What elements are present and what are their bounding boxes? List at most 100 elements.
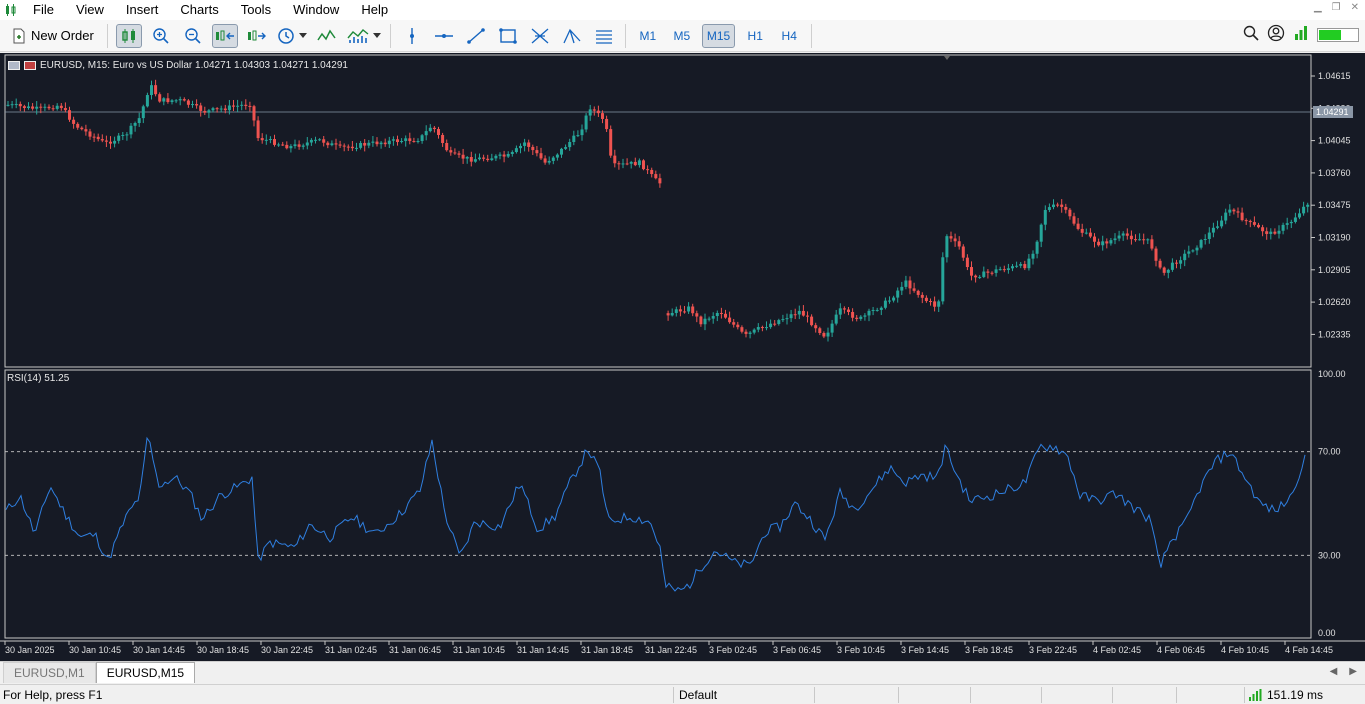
chart-type-icon xyxy=(24,61,36,70)
zoom-out-button[interactable] xyxy=(180,24,206,48)
chart-tab[interactable]: EURUSD,M15 xyxy=(95,662,196,683)
menu-tools[interactable]: Tools xyxy=(240,2,272,17)
timeframe-h1-button[interactable]: H1 xyxy=(747,28,763,43)
candle-body xyxy=(428,127,432,132)
menu-help[interactable]: Help xyxy=(361,2,389,17)
candle-body xyxy=(621,163,625,165)
candle-body xyxy=(777,320,781,324)
candle-body xyxy=(445,142,449,151)
candle-body xyxy=(166,98,170,103)
menu-window[interactable]: Window xyxy=(293,2,340,17)
candle-body xyxy=(1289,221,1293,224)
candle-body xyxy=(195,104,199,106)
periodicity-button[interactable] xyxy=(276,24,308,48)
candle-body xyxy=(769,323,773,328)
trend-line-button[interactable] xyxy=(463,24,489,48)
candle-body xyxy=(1183,253,1187,261)
candle-body xyxy=(625,163,629,165)
menu-charts[interactable]: Charts xyxy=(180,2,219,17)
candle-body xyxy=(14,103,18,105)
fibonacci-button[interactable] xyxy=(527,24,553,48)
timeframe-h4-button[interactable]: H4 xyxy=(781,28,797,43)
candle-body xyxy=(863,315,867,317)
candle-body xyxy=(182,99,186,101)
candle-body xyxy=(695,313,699,317)
candle-body xyxy=(703,318,707,325)
candle-body xyxy=(933,301,937,307)
rectangle-button[interactable] xyxy=(495,24,521,48)
fibonacci-icon xyxy=(531,28,549,43)
candle-body xyxy=(1277,230,1281,234)
candle-body xyxy=(145,95,149,107)
candle-body xyxy=(1236,211,1240,213)
minimize-icon[interactable]: ▁ xyxy=(1313,2,1322,13)
candle-body xyxy=(416,141,420,143)
chart-shift-button[interactable] xyxy=(244,24,270,48)
pitchfork-button[interactable] xyxy=(559,24,585,48)
candle-body xyxy=(1199,240,1203,248)
candle-body xyxy=(18,103,22,107)
tab-left-icon[interactable]: ◀ xyxy=(1329,666,1338,677)
timeframe-m5-button[interactable]: M5 xyxy=(673,28,691,43)
candle-body xyxy=(1281,224,1285,231)
candle-body xyxy=(1088,232,1092,237)
candle-body xyxy=(326,142,330,146)
candle-body xyxy=(133,122,137,126)
timeframe-m15-button[interactable]: M15 xyxy=(701,23,736,48)
close-icon[interactable]: ✕ xyxy=(1350,2,1359,13)
status-profile: Default xyxy=(679,688,718,702)
price-axis-label: 1.04045 xyxy=(1318,136,1351,146)
candle-body xyxy=(687,306,691,312)
time-axis-label: 4 Feb 06:45 xyxy=(1157,645,1205,655)
zoom-in-button[interactable] xyxy=(148,24,174,48)
candle-body xyxy=(826,332,830,337)
candle-body xyxy=(1166,269,1170,273)
chart-tab[interactable]: EURUSD,M1 xyxy=(3,662,96,683)
objects-list-button[interactable] xyxy=(591,24,617,48)
candle-body xyxy=(1224,212,1228,221)
menu-view[interactable]: View xyxy=(75,2,104,17)
candle-body xyxy=(670,312,674,316)
candle-body xyxy=(1006,268,1010,270)
candle-body xyxy=(596,110,600,114)
tab-right-icon[interactable]: ▶ xyxy=(1349,666,1357,677)
templates-button[interactable] xyxy=(346,24,382,48)
candle-body xyxy=(478,157,481,160)
candle-body xyxy=(170,100,174,103)
candle-body xyxy=(527,142,531,147)
chart-window[interactable]: 1.046151.043301.040451.037601.034751.031… xyxy=(0,53,1365,661)
new-order-button[interactable]: New Order xyxy=(7,24,99,48)
menu-file[interactable]: File xyxy=(33,2,54,17)
indicators-button[interactable] xyxy=(314,24,340,48)
restore-icon[interactable]: ❐ xyxy=(1331,2,1341,13)
candle-body xyxy=(613,155,617,164)
timeframe-m1-button[interactable]: M1 xyxy=(639,28,657,43)
chart-tabs: EURUSD,M1 EURUSD,M15 ◀ ▶ xyxy=(0,661,1365,683)
candle-body xyxy=(1072,216,1076,224)
candlesticks-button[interactable] xyxy=(115,23,142,48)
account-icon[interactable] xyxy=(1267,24,1285,45)
time-axis-label: 3 Feb 10:45 xyxy=(837,645,885,655)
candle-body xyxy=(1113,238,1117,241)
rsi-axis-label: 70.00 xyxy=(1318,447,1341,457)
candle-body xyxy=(375,141,379,145)
menu-insert[interactable]: Insert xyxy=(125,2,159,17)
auto-scroll-button[interactable] xyxy=(211,23,238,48)
horizontal-line-button[interactable] xyxy=(431,24,457,48)
candle-body xyxy=(1150,239,1154,249)
candle-body xyxy=(654,174,658,179)
time-axis-label: 3 Feb 06:45 xyxy=(773,645,821,655)
tab-navigation: ◀ ▶ xyxy=(1330,666,1357,677)
candle-body xyxy=(437,129,440,135)
candle-body xyxy=(367,142,371,146)
candle-body xyxy=(814,325,818,329)
auto-scroll-icon xyxy=(215,30,234,40)
candlesticks-icon xyxy=(122,28,135,43)
vertical-line-button[interactable] xyxy=(399,24,425,48)
search-icon[interactable] xyxy=(1243,25,1259,44)
candle-body xyxy=(732,322,736,325)
candle-body xyxy=(1039,224,1043,242)
candle-body xyxy=(342,145,346,147)
chart-canvas[interactable]: 1.046151.043301.040451.037601.034751.031… xyxy=(0,53,1365,661)
connection-status[interactable]: 151.19 ms xyxy=(1248,688,1323,702)
